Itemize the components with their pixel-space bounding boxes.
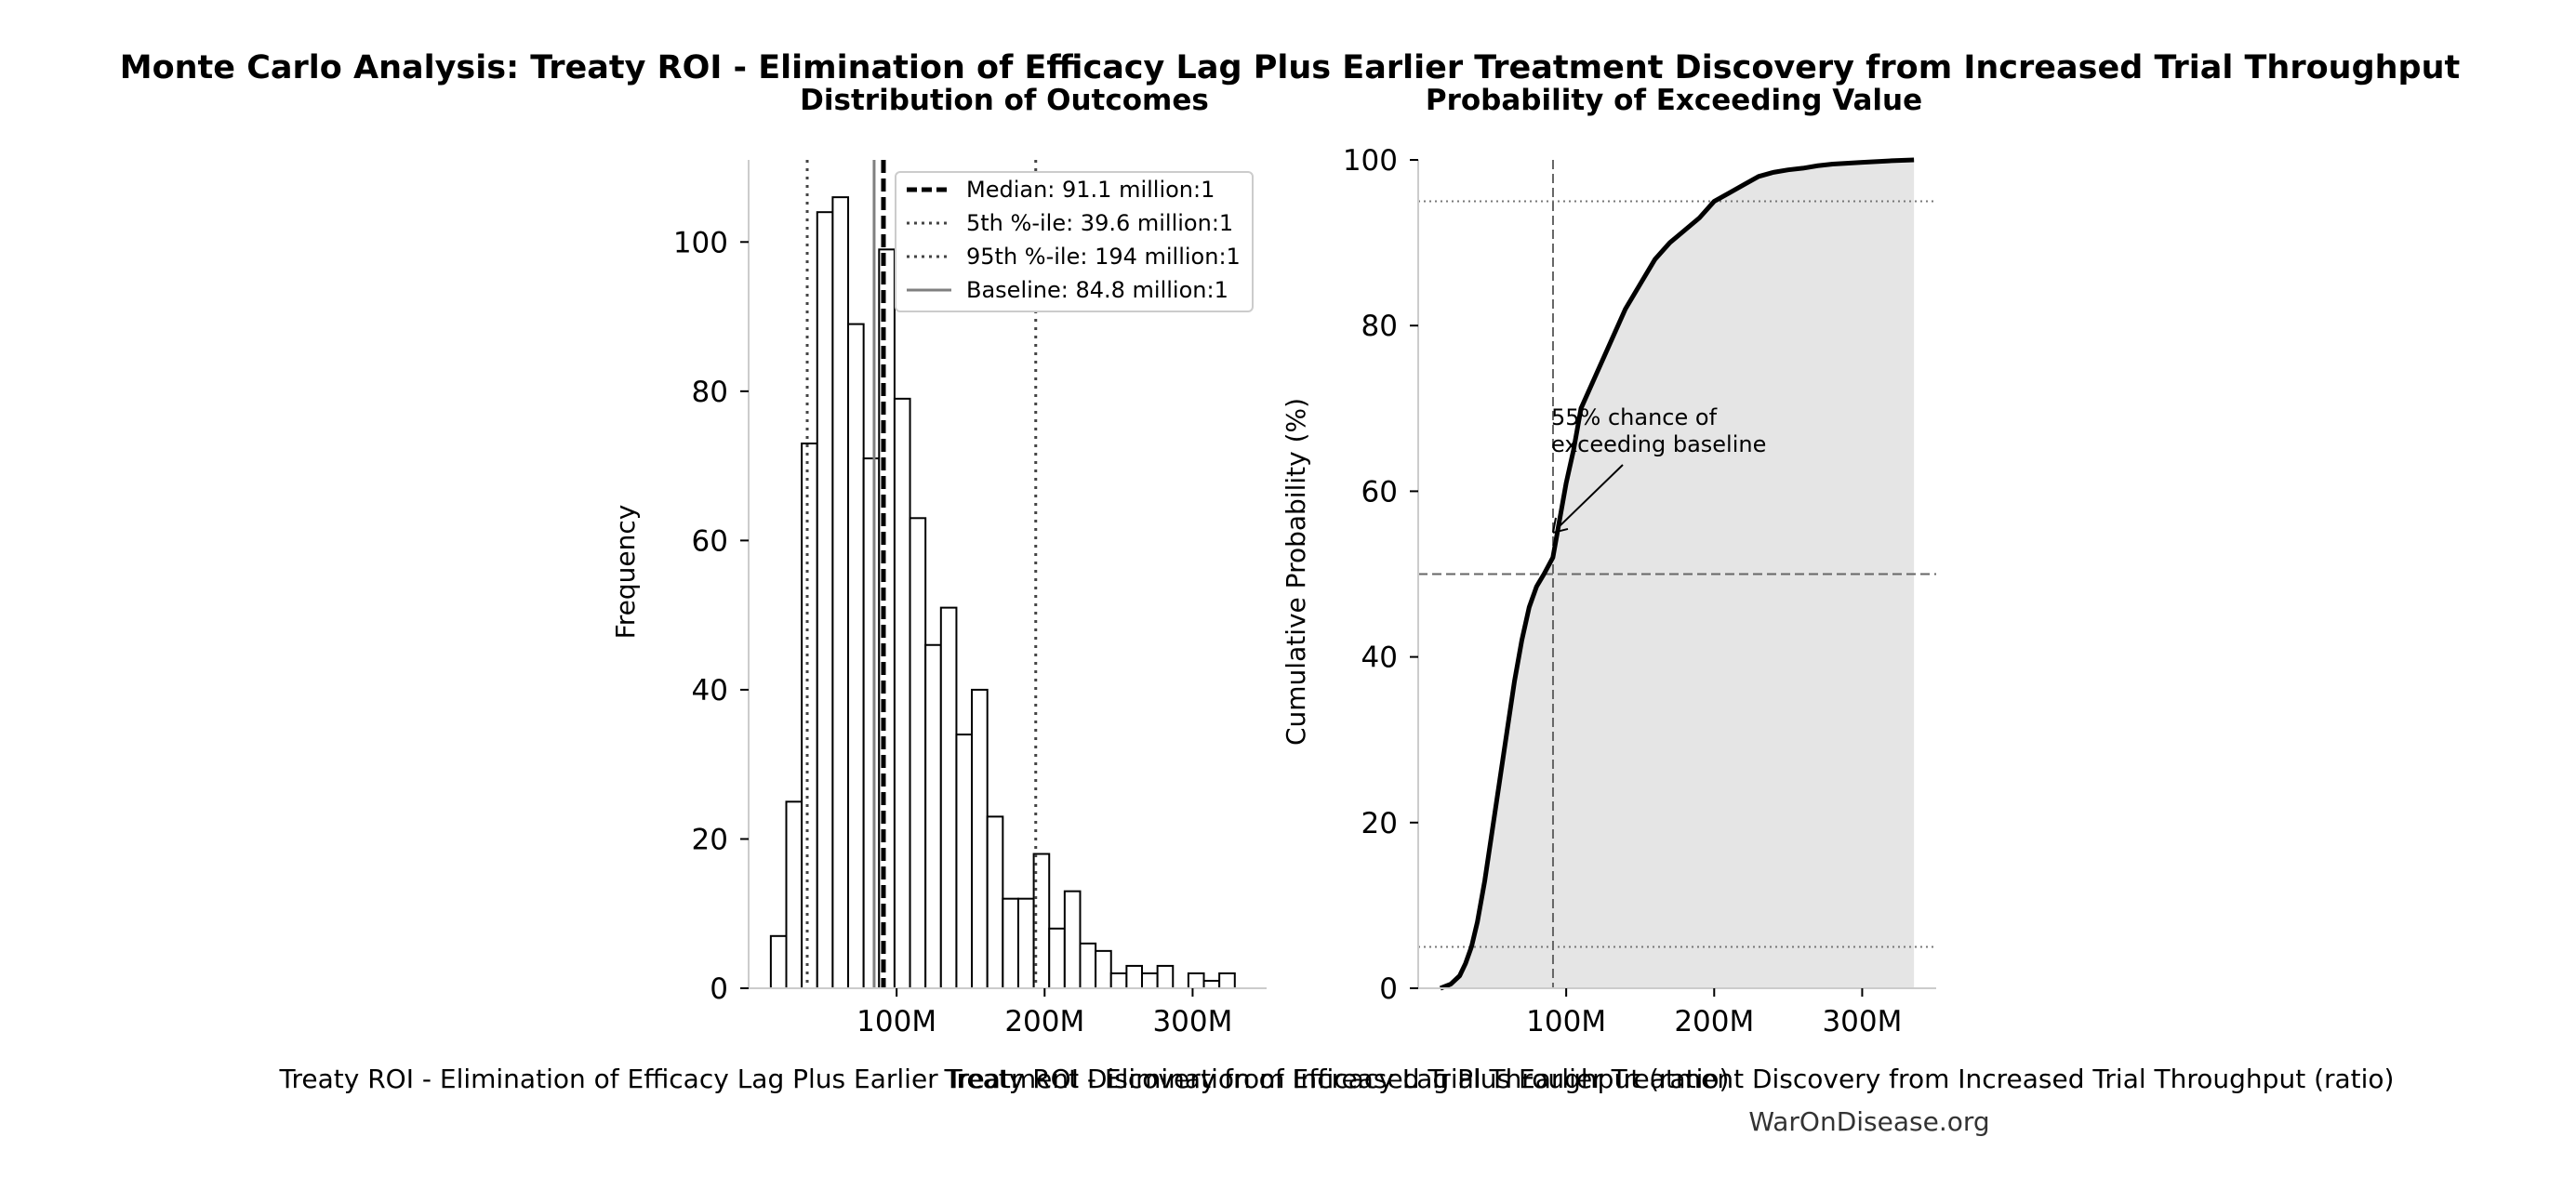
histogram-bar [1002,897,1019,989]
histogram-bar [986,815,1004,989]
annotation-arrow [1558,464,1624,528]
histogram-bar [769,934,788,989]
histogram-bar [862,457,881,990]
legend-box [895,171,1254,312]
histogram-bar [1156,964,1175,990]
exceedance-annotation: 55% chance of exceeding baseline [1551,404,1766,534]
histogram-xlabel: Treaty ROI - Elimination of Efficacy Lag… [279,1064,1730,1094]
y-tick-label: 20 [692,823,728,856]
annotation-line-1: 55% chance of [1551,404,1718,430]
x-tick-label: 300M [1822,1005,1902,1038]
histogram-bar [1048,927,1066,990]
histogram-legend: Median: 91.1 million:1 5th %-ile: 39.6 mi… [895,171,1254,312]
histogram-bar [785,800,803,990]
exceedance-ylabel: Cumulative Probability (%) [1281,398,1311,746]
histogram-bar [847,323,865,989]
exceedance-title: Probability of Exceeding Value [1426,84,1922,117]
legend-label: Baseline: 84.8 million:1 [966,277,1228,303]
histogram-bar [909,517,927,989]
exceedance-axes: 0 20 40 60 80 100 100M 200M 300M [1343,144,1936,1038]
histogram-bar [893,397,911,989]
y-tick-label: 60 [692,524,728,558]
exceedance-guide-lines [1418,160,1936,988]
legend-label: 5th %-ile: 39.6 million:1 [966,210,1233,236]
histogram-bar [1032,853,1051,989]
x-tick-label: 300M [1152,1005,1232,1038]
histogram-axes: 0 20 40 60 80 100 100M 200M 300M [673,160,1267,1038]
histogram-bar [801,443,818,989]
histogram-bar [831,196,850,989]
x-tick-label: 200M [1004,1005,1084,1038]
y-tick-label: 80 [692,376,728,409]
histogram-bar [939,606,958,990]
histogram-bar [1187,972,1205,989]
histogram-bar [1141,972,1159,989]
y-tick-label: 0 [1379,972,1398,1006]
y-tick-label: 80 [1361,310,1398,343]
legend-label: 95th %-ile: 194 million:1 [966,244,1241,270]
histogram-title: Distribution of Outcomes [800,84,1209,117]
exceedance-xlabel: Treaty ROI - Elimination of Efficacy Lag… [944,1064,2395,1094]
exceedance-curve [1439,157,1915,991]
histogram-bar [955,734,974,989]
legend-label: Median: 91.1 million:1 [966,177,1215,203]
histogram-bar [1016,897,1035,989]
histogram-panel: Distribution of Outcomes 0 20 40 60 80 100 100… [279,84,1730,1094]
histogram-bars [769,196,1236,990]
histogram-bar [1202,979,1221,990]
y-tick-label: 100 [1343,144,1398,178]
y-tick-label: 20 [1361,807,1398,840]
histogram-bar [1079,942,1097,989]
annotation-line-2: exceeding baseline [1551,431,1766,457]
y-tick-label: 40 [1361,641,1398,675]
y-tick-label: 60 [1361,475,1398,509]
watermark: WarOnDisease.org [1748,1106,1989,1137]
figure-suptitle: Monte Carlo Analysis: Treaty ROI - Elimi… [120,49,2461,86]
histogram-ylabel: Frequency [610,505,641,640]
histogram-reference-lines [805,160,1038,988]
histogram-bar [1095,949,1112,990]
histogram-bar [924,643,942,990]
exceedance-line [1439,157,1915,991]
histogram-bar [1109,972,1128,989]
histogram-bar [1063,890,1082,989]
histogram-bar [1125,964,1144,990]
y-tick-label: 40 [692,674,728,707]
x-tick-label: 200M [1674,1005,1754,1038]
histogram-bar [1218,972,1236,989]
x-tick-label: 100M [1526,1005,1606,1038]
annotation-arrowhead [1551,517,1569,534]
y-tick-label: 100 [673,226,728,259]
histogram-bar [816,211,834,989]
exceedance-panel: Probability of Exceeding Value 0 20 40 60 80… [944,84,2395,1094]
histogram-bar [971,688,989,990]
x-tick-label: 100M [856,1005,936,1038]
y-tick-label: 0 [710,972,728,1006]
